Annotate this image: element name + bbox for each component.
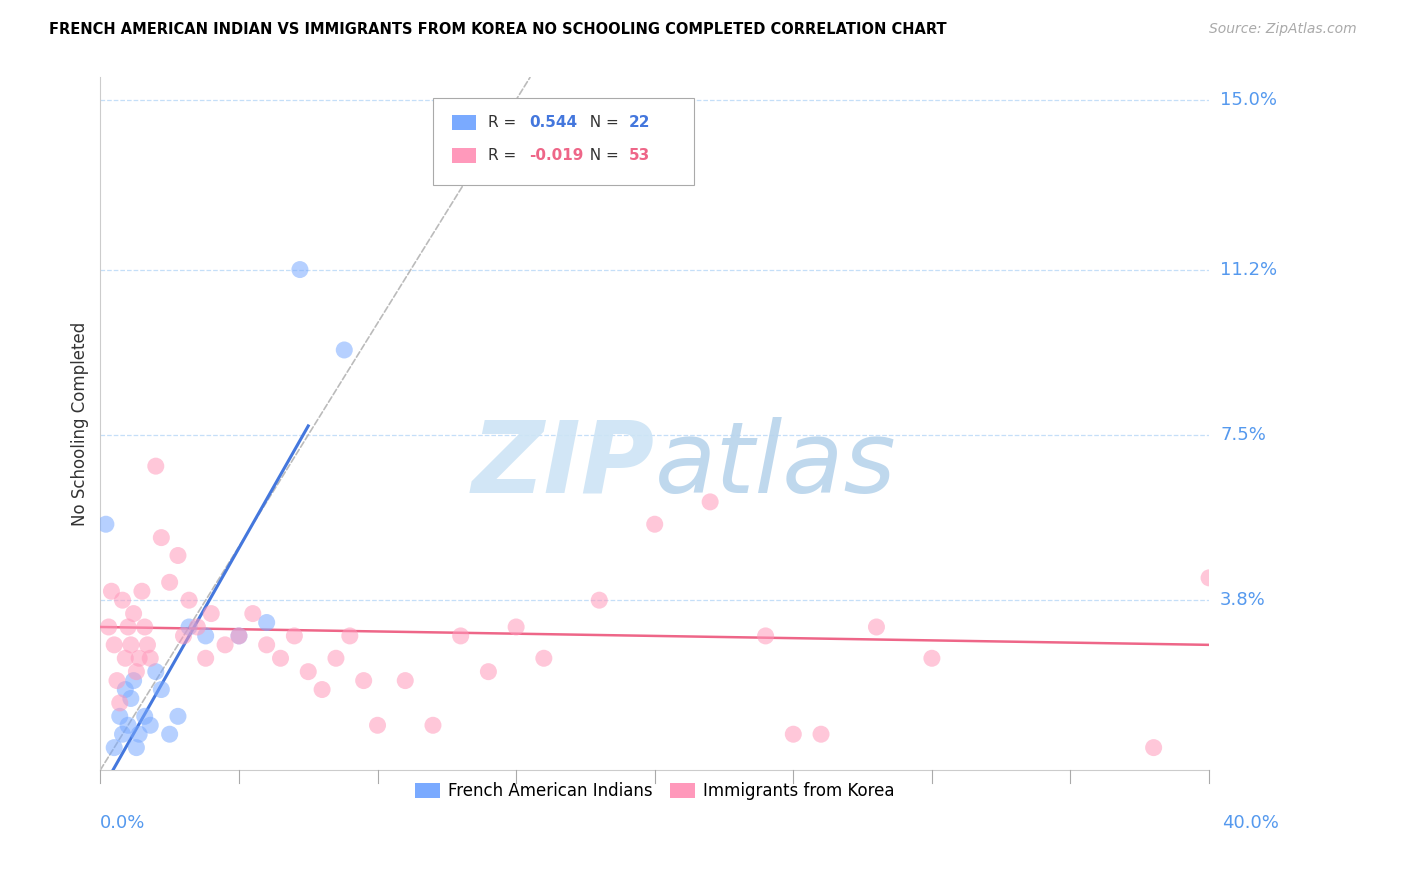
Point (177, 593, 200, 607)
Text: ZIP: ZIP (472, 417, 655, 514)
Text: 3.8%: 3.8% (1220, 591, 1265, 609)
Point (297, 665, 319, 679)
Point (270, 651, 292, 665)
FancyBboxPatch shape (451, 148, 477, 163)
Point (288, 262, 311, 277)
Point (256, 638, 278, 652)
Point (114, 651, 136, 665)
Point (122, 607, 145, 621)
Text: N =: N = (581, 115, 624, 130)
Point (588, 593, 610, 607)
Point (136, 638, 159, 652)
Point (150, 531, 173, 545)
Point (186, 620, 208, 634)
Point (1198, 571, 1220, 585)
Point (134, 620, 156, 634)
Point (505, 620, 527, 634)
Point (394, 673, 416, 688)
Point (125, 740, 148, 755)
Point (150, 682, 173, 697)
Point (111, 593, 134, 607)
Point (333, 343, 356, 357)
Point (120, 638, 142, 652)
Point (128, 651, 150, 665)
Text: -0.019: -0.019 (530, 148, 583, 163)
Point (699, 495, 721, 509)
Text: FRENCH AMERICAN INDIAN VS IMMIGRANTS FROM KOREA NO SCHOOLING COMPLETED CORRELATI: FRENCH AMERICAN INDIAN VS IMMIGRANTS FRO… (49, 22, 946, 37)
Point (103, 638, 125, 652)
Point (111, 727, 134, 741)
Point (103, 740, 125, 755)
Point (865, 620, 887, 634)
Point (97, 620, 120, 634)
Point (228, 629, 250, 643)
Point (325, 651, 347, 665)
Text: N =: N = (581, 148, 624, 163)
Point (256, 615, 278, 630)
Point (173, 629, 195, 643)
Point (755, 629, 778, 643)
Point (108, 696, 131, 710)
FancyBboxPatch shape (433, 98, 693, 185)
Text: 15.0%: 15.0% (1220, 91, 1277, 109)
Point (311, 682, 333, 697)
Text: atlas: atlas (655, 417, 897, 514)
Text: Source: ZipAtlas.com: Source: ZipAtlas.com (1209, 22, 1357, 37)
Point (177, 620, 200, 634)
Point (134, 709, 156, 723)
Point (145, 459, 167, 474)
Point (194, 629, 217, 643)
Point (139, 651, 162, 665)
Point (644, 517, 666, 532)
Point (145, 665, 167, 679)
Text: R =: R = (488, 115, 522, 130)
Point (131, 584, 153, 599)
Point (105, 673, 128, 688)
Point (367, 718, 389, 732)
Point (94, 517, 117, 532)
Point (159, 727, 181, 741)
Point (214, 638, 236, 652)
Text: 7.5%: 7.5% (1220, 425, 1265, 444)
Point (200, 607, 222, 621)
Text: 22: 22 (630, 115, 651, 130)
Point (108, 709, 131, 723)
Text: R =: R = (488, 148, 522, 163)
Point (477, 665, 499, 679)
Point (167, 549, 190, 563)
Text: 53: 53 (630, 148, 651, 163)
Point (114, 682, 136, 697)
Point (228, 629, 250, 643)
Y-axis label: No Schooling Completed: No Schooling Completed (72, 322, 89, 525)
Legend: French American Indians, Immigrants from Korea: French American Indians, Immigrants from… (408, 775, 901, 806)
Point (122, 673, 145, 688)
FancyBboxPatch shape (451, 115, 477, 130)
Point (283, 629, 305, 643)
Point (422, 718, 444, 732)
Text: 0.544: 0.544 (530, 115, 578, 130)
Point (242, 607, 264, 621)
Point (533, 651, 555, 665)
Point (167, 709, 190, 723)
Point (128, 727, 150, 741)
Text: 11.2%: 11.2% (1220, 260, 1277, 278)
Text: 40.0%: 40.0% (1222, 814, 1278, 832)
Point (139, 718, 162, 732)
Point (782, 727, 804, 741)
Text: 0.0%: 0.0% (100, 814, 146, 832)
Point (159, 575, 181, 590)
Point (339, 629, 361, 643)
Point (117, 718, 139, 732)
Point (100, 584, 122, 599)
Point (1143, 740, 1166, 755)
Point (117, 620, 139, 634)
Point (125, 665, 148, 679)
Point (353, 673, 375, 688)
Point (450, 629, 472, 643)
Point (810, 727, 832, 741)
Point (921, 651, 943, 665)
Point (120, 691, 142, 706)
Point (194, 651, 217, 665)
